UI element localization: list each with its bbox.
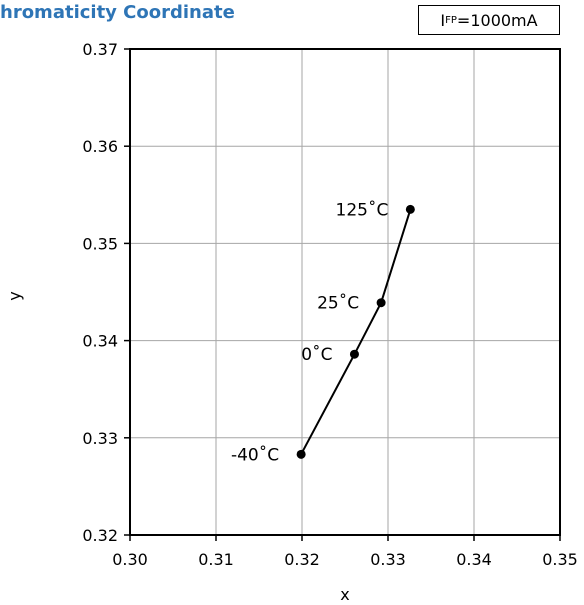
point-label: 25˚C: [317, 293, 359, 314]
condition-subscript: FP: [445, 14, 457, 26]
point-label: 0˚C: [301, 344, 332, 365]
point-label: 125˚C: [336, 199, 389, 220]
tick-labels: 0.30 0.31 0.32 0.33 0.34 0.35 0.32 0.33 0.34 0.35…: [82, 40, 577, 569]
point-label: -40˚C: [231, 444, 279, 465]
data-point: [376, 298, 386, 308]
series-layer: [296, 204, 415, 459]
x-tick-label: 0.34: [456, 550, 492, 569]
data-point: [349, 349, 359, 359]
y-tick-label: 0.35: [82, 234, 118, 253]
x-tick-label: 0.30: [112, 550, 148, 569]
condition-symbol: I: [440, 10, 446, 30]
plot-frame: [129, 48, 561, 536]
point-labels: -40˚C 0˚C 25˚C 125˚C: [231, 199, 388, 465]
x-tick-label: 0.31: [198, 550, 234, 569]
data-point: [296, 449, 306, 459]
y-tick-label: 0.36: [82, 137, 118, 156]
condition-box: I FP =1000mA: [418, 5, 560, 35]
y-tick-label: 0.33: [82, 429, 118, 448]
x-tick-label: 0.33: [370, 550, 406, 569]
y-tick-label: 0.37: [82, 40, 118, 59]
grid-lines: [130, 49, 560, 535]
data-point: [405, 204, 415, 214]
x-axis-title: x: [340, 585, 349, 604]
x-tick-label: 0.32: [284, 550, 320, 569]
y-tick-label: 0.32: [82, 526, 118, 545]
y-axis-title: y: [5, 291, 24, 300]
chart-title: hromaticity Coordinate: [0, 2, 235, 23]
y-tick-label: 0.34: [82, 332, 118, 351]
condition-value: =1000mA: [456, 10, 538, 30]
x-tick-label: 0.35: [542, 550, 578, 569]
series-line: [300, 209, 412, 455]
